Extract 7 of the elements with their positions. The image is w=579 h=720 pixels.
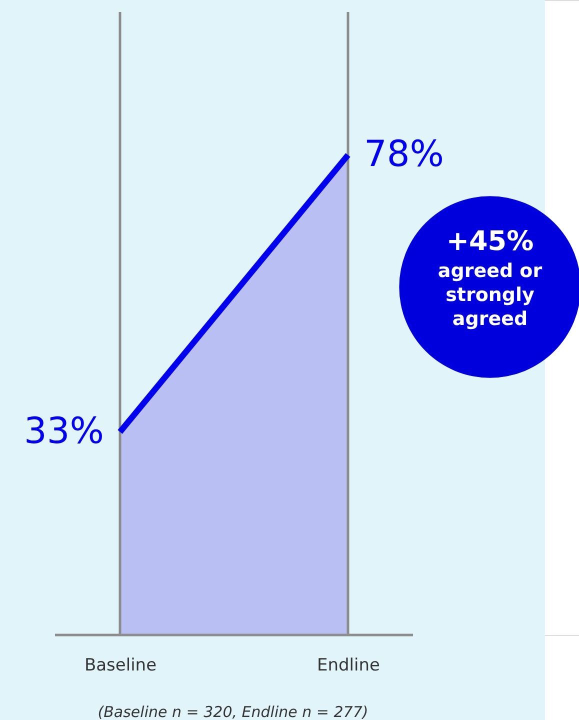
annotation: agreed or strongly agreed (438, 260, 543, 330)
x-tick-label: Endline (317, 656, 380, 676)
data-label: 33% (24, 410, 104, 452)
annotation: +45% (446, 226, 534, 257)
data-label: 78% (364, 134, 444, 175)
x-tick-label: Baseline (84, 656, 157, 676)
text: (Baseline n = 320, Endline n = 277) (98, 703, 368, 720)
